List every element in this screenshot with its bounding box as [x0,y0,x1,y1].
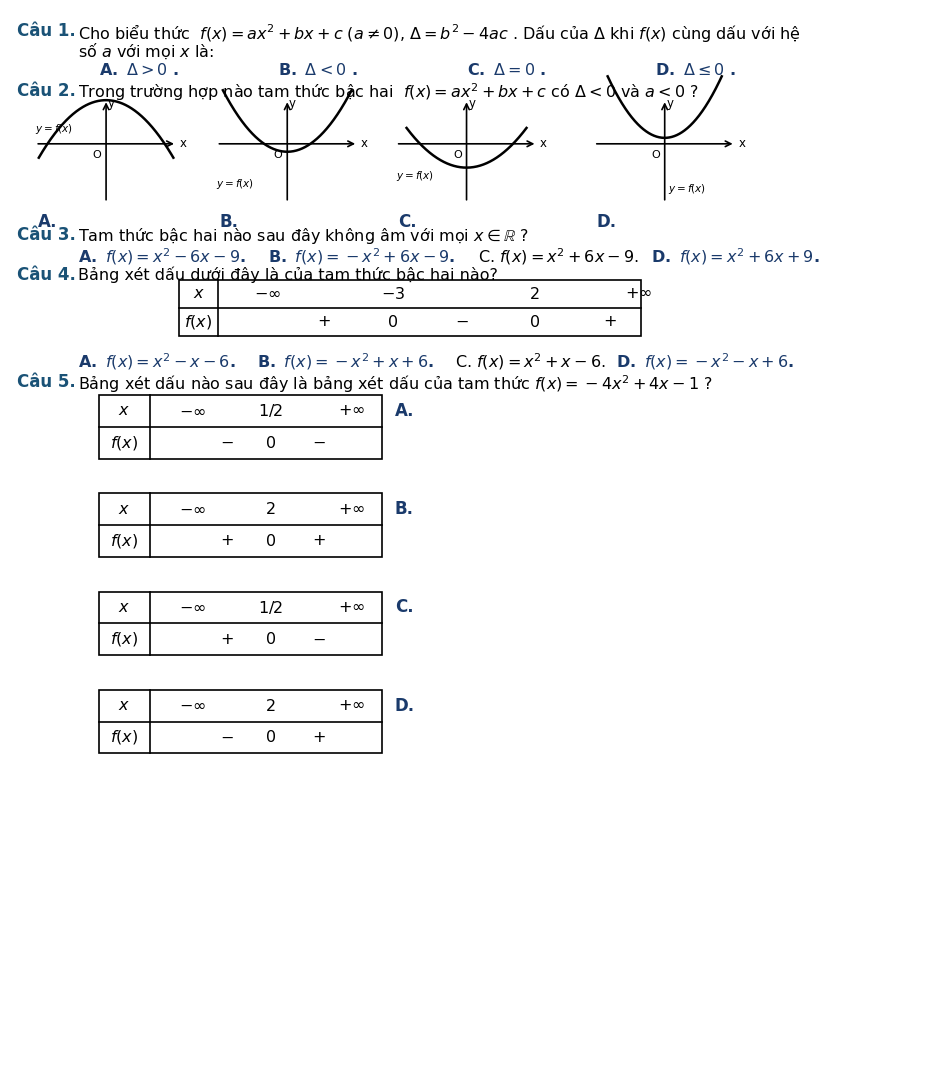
Text: $y=f(x)$: $y=f(x)$ [35,122,73,136]
Text: số $a$ với mọi $x$ là:: số $a$ với mọi $x$ là: [78,42,214,61]
Text: $-$: $-$ [312,632,327,647]
Bar [98,690,382,753]
Text: $x$: $x$ [192,286,205,302]
Text: $x$: $x$ [118,403,130,418]
Text: $1/2$: $1/2$ [258,599,284,616]
Text: $\mathbf{A.}$ $f(x)=x^2-x-6$.: $\mathbf{A.}$ $f(x)=x^2-x-6$. [78,352,235,372]
Text: $f(x)$: $f(x)$ [109,630,138,648]
Text: $1/2$: $1/2$ [258,402,284,420]
Text: y: y [468,98,475,111]
Text: Câu 1.: Câu 1. [17,23,76,40]
Text: x: x [739,137,745,150]
Text: $y=f(x)$: $y=f(x)$ [668,181,706,195]
Text: A.: A. [38,212,58,231]
Text: x: x [361,137,367,150]
Bar [98,494,382,557]
Text: $2$: $2$ [266,501,276,517]
Text: $f(x)$: $f(x)$ [185,312,212,330]
Text: $\mathbf{B.}$ $f(x)=-x^2+6x-9$.: $\mathbf{B.}$ $f(x)=-x^2+6x-9$. [268,247,456,267]
Bar [98,591,382,656]
Text: Bảng xét dấu dưới đây là của tam thức bậc hai nào?: Bảng xét dấu dưới đây là của tam thức bậ… [78,266,498,282]
Text: $-3$: $-3$ [381,285,405,302]
Text: Cho biểu thức  $f(x)=ax^2+bx+c$ $(a\neq 0)$, $\Delta=b^2-4ac$ . Dấu của $\Delta$: Cho biểu thức $f(x)=ax^2+bx+c$ $(a\neq 0… [78,23,801,44]
Text: $x$: $x$ [118,699,130,714]
Text: B.: B. [219,212,238,231]
Text: Câu 5.: Câu 5. [17,373,76,392]
Text: $-$: $-$ [312,436,327,451]
Text: $+$: $+$ [317,314,331,329]
Text: O: O [274,150,283,160]
Text: x: x [180,137,187,150]
Text: Bảng xét dấu nào sau đây là bảng xét dấu của tam thức $f(x)=-4x^2+4x-1$ ?: Bảng xét dấu nào sau đây là bảng xét dấu… [78,373,712,395]
Bar [98,395,382,458]
Text: $\mathbf{A.}$ $f(x)=x^2-6x-9$.: $\mathbf{A.}$ $f(x)=x^2-6x-9$. [78,247,246,267]
Text: $2$: $2$ [529,285,540,302]
Text: O: O [453,150,462,160]
Text: $x$: $x$ [118,600,130,615]
Text: O: O [651,150,660,160]
Text: $0$: $0$ [387,313,399,329]
Text: Trong trường hợp nào tam thức bậc hai  $f(x)=ax^2+bx+c$ có $\Delta<0$ và $a<0$ ?: Trong trường hợp nào tam thức bậc hai $f… [78,82,699,103]
Text: $f(x)$: $f(x)$ [109,433,138,452]
Text: $y=f(x)$: $y=f(x)$ [396,168,434,182]
Text: D.: D. [395,696,415,715]
Text: $-\infty$: $-\infty$ [179,699,206,714]
Text: $+\infty$: $+\infty$ [338,699,365,714]
Text: Tam thức bậc hai nào sau đây không âm với mọi $x\in\mathbb{R}$ ?: Tam thức bậc hai nào sau đây không âm vớ… [78,226,528,247]
Text: $+$: $+$ [312,533,327,548]
Text: $y=f(x)$: $y=f(x)$ [216,177,254,191]
Text: $\mathbf{D.}$ $f(x)=x^2+6x+9$.: $\mathbf{D.}$ $f(x)=x^2+6x+9$. [651,247,821,267]
Text: $f(x)$: $f(x)$ [109,532,138,550]
Text: $\mathbf{B.}$ $f(x)=-x^2+x+6$.: $\mathbf{B.}$ $f(x)=-x^2+x+6$. [257,352,434,372]
Text: $+\infty$: $+\infty$ [338,502,365,517]
Text: C.: C. [399,212,417,231]
Text: $0$: $0$ [266,730,276,746]
Text: $-\infty$: $-\infty$ [179,403,206,418]
Text: $-\infty$: $-\infty$ [179,600,206,615]
Text: $0$: $0$ [266,435,276,451]
Text: $+$: $+$ [604,314,617,329]
Bar [179,280,641,336]
Text: C. $f(x)=x^2+x-6$.: C. $f(x)=x^2+x-6$. [455,352,605,372]
Text: $+$: $+$ [220,533,233,548]
Text: $-\infty$: $-\infty$ [254,286,281,302]
Text: $-\infty$: $-\infty$ [179,502,206,517]
Text: $+\infty$: $+\infty$ [338,403,365,418]
Text: B.: B. [395,500,414,518]
Text: A.: A. [395,402,414,420]
Text: $2$: $2$ [266,697,276,714]
Text: $-$: $-$ [220,436,233,451]
Text: $+\infty$: $+\infty$ [338,600,365,615]
Text: Câu 2.: Câu 2. [17,82,76,100]
Text: $+\infty$: $+\infty$ [625,286,652,302]
Text: $-$: $-$ [220,730,233,745]
Text: O: O [92,150,101,160]
Text: $\mathbf{B.}$ $\Delta<0$ .: $\mathbf{B.}$ $\Delta<0$ . [278,62,358,77]
Text: $+$: $+$ [312,730,327,745]
Text: Câu 3.: Câu 3. [17,226,76,245]
Text: C.: C. [395,599,413,617]
Text: $f(x)$: $f(x)$ [109,729,138,747]
Text: $\mathbf{D.}$ $f(x)=-x^2-x+6$.: $\mathbf{D.}$ $f(x)=-x^2-x+6$. [616,352,794,372]
Text: $\mathbf{C.}$ $\Delta=0$ .: $\mathbf{C.}$ $\Delta=0$ . [466,62,545,77]
Text: $0$: $0$ [266,533,276,549]
Text: $-$: $-$ [455,314,468,329]
Text: $\mathbf{A.}$ $\Delta>0$ .: $\mathbf{A.}$ $\Delta>0$ . [98,62,179,77]
Text: $+$: $+$ [220,632,233,647]
Text: y: y [666,98,674,111]
Text: D.: D. [597,212,617,231]
Text: x: x [540,137,547,150]
Text: $x$: $x$ [118,502,130,517]
Text: $0$: $0$ [529,313,540,329]
Text: Câu 4.: Câu 4. [17,266,76,284]
Text: $\mathbf{D.}$ $\Delta\leq 0$ .: $\mathbf{D.}$ $\Delta\leq 0$ . [655,62,736,77]
Text: C. $f(x)=x^2+6x-9$.: C. $f(x)=x^2+6x-9$. [478,247,639,267]
Text: y: y [289,98,296,111]
Text: y: y [108,98,115,111]
Text: $0$: $0$ [266,631,276,647]
